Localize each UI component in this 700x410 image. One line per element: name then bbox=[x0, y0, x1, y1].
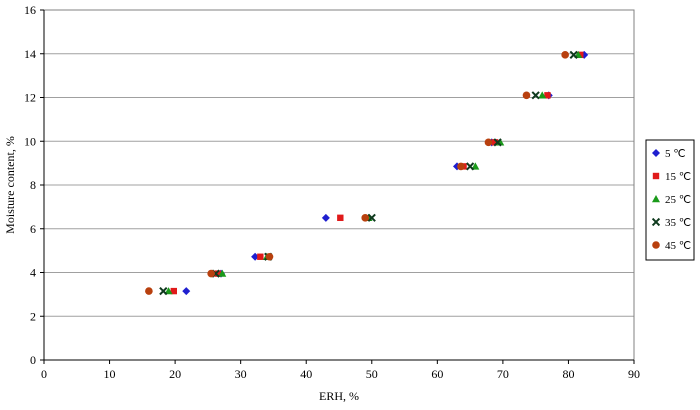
data-point bbox=[251, 252, 260, 261]
data-point bbox=[218, 269, 227, 277]
x-tick-label: 30 bbox=[235, 367, 247, 381]
x-tick-label: 40 bbox=[300, 367, 312, 381]
data-point bbox=[159, 286, 168, 296]
legend-marker bbox=[652, 195, 660, 203]
data-points bbox=[145, 50, 589, 296]
data-point bbox=[214, 270, 221, 277]
data-point bbox=[257, 253, 264, 260]
x-tick-label: 70 bbox=[497, 367, 509, 381]
data-point bbox=[569, 50, 578, 59]
data-point bbox=[337, 214, 344, 222]
y-tick-label: 6 bbox=[30, 222, 36, 236]
data-point bbox=[321, 213, 330, 222]
data-point bbox=[265, 252, 274, 261]
y-tick-label: 8 bbox=[30, 178, 36, 192]
legend-marker bbox=[651, 217, 661, 227]
y-tick-label: 12 bbox=[24, 91, 36, 105]
x-tick-labels: 0 10 20 30 40 50 60 70 80 90 bbox=[41, 367, 640, 381]
data-point bbox=[170, 287, 177, 295]
y-tick-label: 16 bbox=[24, 3, 36, 17]
legend: 5 ℃ 15 ℃ 25 ℃ 35 ℃ 45 ℃ bbox=[645, 139, 695, 261]
series-4 bbox=[159, 50, 578, 296]
legend-label: 45 ℃ bbox=[665, 240, 691, 252]
legend-label: 35 ℃ bbox=[665, 217, 691, 229]
data-point bbox=[493, 138, 502, 147]
data-point bbox=[164, 287, 173, 295]
legend-label: 5 ℃ bbox=[665, 148, 686, 160]
y-tick-label: 10 bbox=[24, 134, 36, 148]
legend-marker bbox=[652, 172, 660, 180]
gridlines bbox=[44, 9, 634, 317]
data-point bbox=[544, 92, 551, 99]
series-1 bbox=[182, 50, 589, 296]
x-tick-label: 60 bbox=[431, 367, 443, 381]
data-point bbox=[182, 287, 191, 296]
x-tick-label: 90 bbox=[628, 367, 640, 381]
legend-marker bbox=[652, 241, 660, 249]
y-axis-label: Moisture content, % bbox=[3, 136, 17, 234]
data-point bbox=[457, 162, 465, 171]
x-tick-label: 10 bbox=[104, 367, 116, 381]
x-tick-label: 20 bbox=[169, 367, 181, 381]
x-tick-label: 50 bbox=[366, 367, 378, 381]
y-tick-label: 0 bbox=[30, 353, 36, 367]
data-point bbox=[522, 91, 531, 100]
series-2 bbox=[170, 51, 584, 295]
legend-label: 15 ℃ bbox=[665, 171, 691, 183]
y-tick-labels: 0 2 4 6 8 10 12 14 16 bbox=[24, 3, 36, 367]
data-point bbox=[531, 91, 540, 100]
data-point bbox=[367, 213, 376, 222]
legend-marker bbox=[652, 149, 660, 157]
data-point bbox=[207, 269, 215, 278]
series-3 bbox=[164, 50, 583, 295]
series-5 bbox=[145, 51, 569, 295]
y-tick-label: 4 bbox=[30, 266, 36, 280]
axes bbox=[40, 9, 635, 364]
data-point bbox=[361, 214, 370, 222]
data-point bbox=[491, 139, 499, 146]
data-point bbox=[561, 51, 569, 59]
y-tick-label: 2 bbox=[30, 309, 36, 323]
data-point bbox=[471, 162, 480, 170]
legend-label: 25 ℃ bbox=[665, 194, 691, 206]
data-point bbox=[538, 91, 547, 99]
data-point bbox=[145, 287, 153, 295]
x-axis-label: ERH, % bbox=[319, 389, 359, 403]
x-tick-label: 80 bbox=[562, 367, 574, 381]
x-tick-label: 0 bbox=[41, 367, 47, 381]
data-point bbox=[466, 162, 475, 171]
data-point bbox=[484, 138, 493, 147]
y-tick-label: 14 bbox=[24, 47, 36, 61]
